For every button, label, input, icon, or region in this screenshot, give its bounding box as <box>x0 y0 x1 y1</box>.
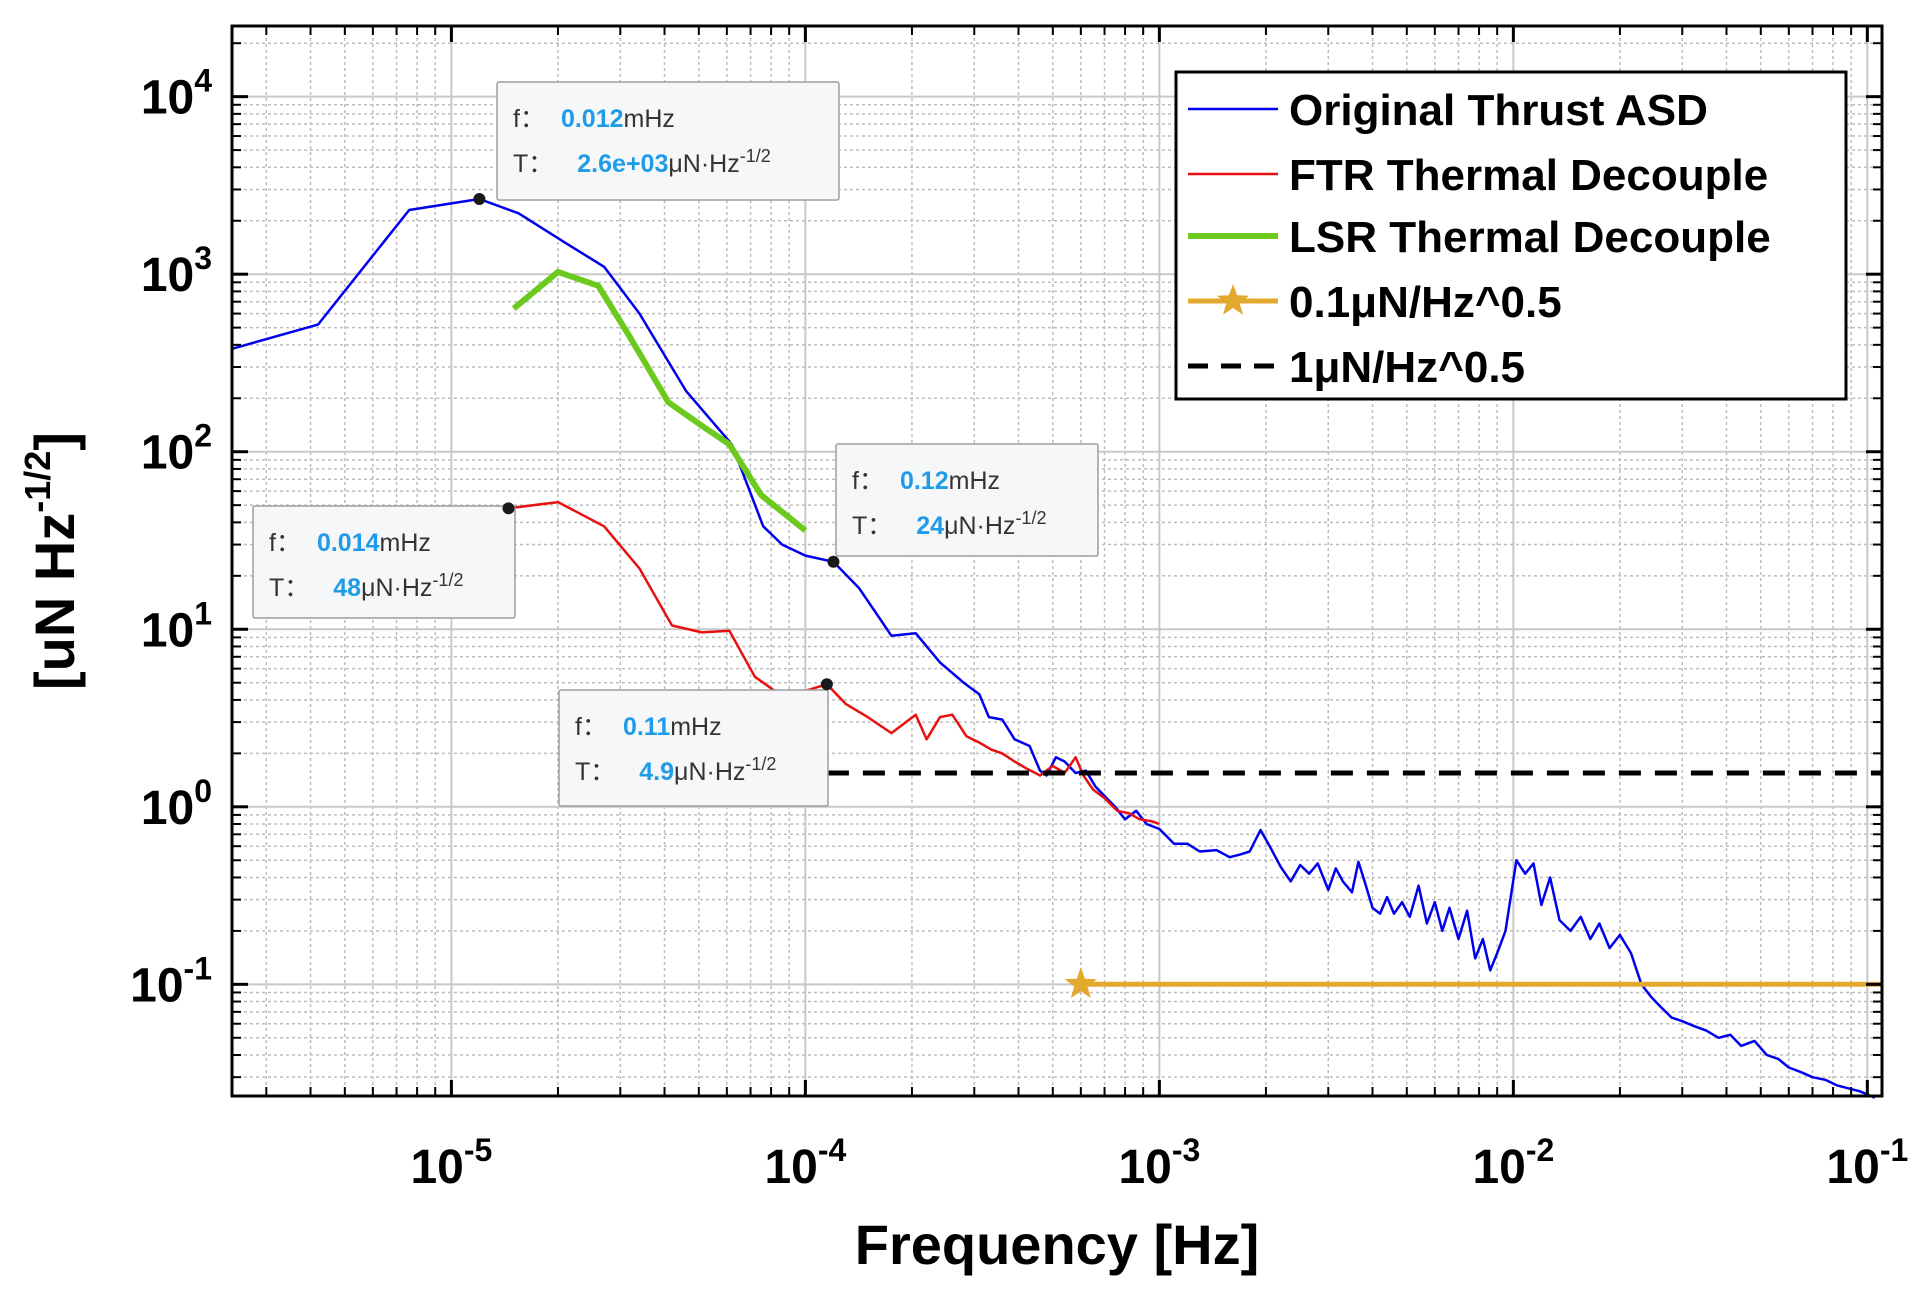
y-tick-label: 102 <box>141 418 212 480</box>
series-original-thrust-asd <box>231 197 1876 1099</box>
datatip-marker <box>820 678 833 691</box>
legend-star-marker <box>1216 284 1250 315</box>
legend-label-0p1: 0.1μN/Hz^0.5 <box>1289 278 1562 327</box>
datatip-marker <box>502 502 515 515</box>
datatip-box <box>558 689 829 807</box>
x-axis-title: Frequency [Hz] <box>855 1213 1260 1276</box>
datatip-thrust: T： 24μN·Hz-1/2 <box>852 508 1046 540</box>
x-tick-label: 10-5 <box>410 1132 492 1194</box>
legend-box <box>1174 70 1848 401</box>
y-tick-label: 104 <box>141 63 212 125</box>
datatip-frequency: f： 0.014mHz <box>269 529 431 557</box>
datatip-thrust: T： 4.9μN·Hz-1/2 <box>575 754 776 786</box>
svg-text:[uN Hz-1/2]: [uN Hz-1/2] <box>17 432 86 690</box>
datatip-marker <box>827 555 840 568</box>
datatip: f： 0.12mHz T： 24μN·Hz-1/2 <box>827 443 1099 568</box>
legend-label-ftr: FTR Thermal Decouple <box>1289 151 1768 200</box>
legend-label-lsr: LSR Thermal Decouple <box>1289 213 1771 262</box>
y-axis-title-close: ] <box>23 432 86 451</box>
y-axis-title-main: [uN Hz <box>23 513 86 690</box>
y-tick-label: 101 <box>141 595 212 657</box>
series-layer <box>231 197 1882 1099</box>
datatip-box <box>252 505 516 619</box>
datatip-frequency: f： 0.11mHz <box>575 713 722 741</box>
y-axis-title-exponent: -1/2 <box>17 451 58 513</box>
legend-label-original: Original Thrust ASD <box>1289 86 1708 135</box>
datatip-box <box>835 443 1099 557</box>
series-0p1-star-marker <box>1064 967 1097 999</box>
y-tick-label: 103 <box>141 240 212 302</box>
legend-label-1: 1μN/Hz^0.5 <box>1289 343 1525 392</box>
datatip: f： 0.014mHz T： 48μN·Hz-1/2 <box>252 502 516 619</box>
datatip: f： 0.012mHz T： 2.6e+03μN·Hz-1/2 <box>473 81 840 206</box>
y-tick-label: 10-1 <box>130 950 212 1012</box>
y-axis-title: [uN Hz-1/2] <box>17 432 86 690</box>
datatip-box <box>496 81 840 201</box>
datatip: f： 0.11mHz T： 4.9μN·Hz-1/2 <box>558 678 833 807</box>
x-tick-label: 10-2 <box>1472 1132 1554 1194</box>
datatip-frequency: f： 0.012mHz <box>513 105 675 133</box>
x-tick-label: 10-4 <box>764 1132 846 1194</box>
datatips: f： 0.012mHz T： 2.6e+03μN·Hz-1/2 f： 0.12mHz T： 2… <box>252 81 1099 807</box>
x-tick-label: 10-1 <box>1826 1132 1908 1194</box>
y-tick-label: 100 <box>141 773 212 835</box>
legend: Original Thrust ASD FTR Thermal Decouple… <box>1174 70 1848 401</box>
plot-frame <box>230 24 1884 1098</box>
series-lsr-thermal-decouple <box>511 268 808 533</box>
datatip-marker <box>473 193 486 206</box>
x-tick-label: 10-3 <box>1118 1132 1200 1194</box>
tick-marks <box>232 26 1882 1096</box>
x-tick-labels: 10-5 10-4 10-3 10-2 10-1 <box>410 1132 1908 1194</box>
datatip-frequency: f： 0.12mHz <box>852 467 1000 495</box>
datatip-thrust: T： 2.6e+03μN·Hz-1/2 <box>513 146 771 178</box>
datatip-thrust: T： 48μN·Hz-1/2 <box>269 570 463 602</box>
series-ftr-thermal-decouple <box>508 500 1160 826</box>
y-tick-labels: 104 103 102 101 100 10-1 <box>130 63 212 1013</box>
